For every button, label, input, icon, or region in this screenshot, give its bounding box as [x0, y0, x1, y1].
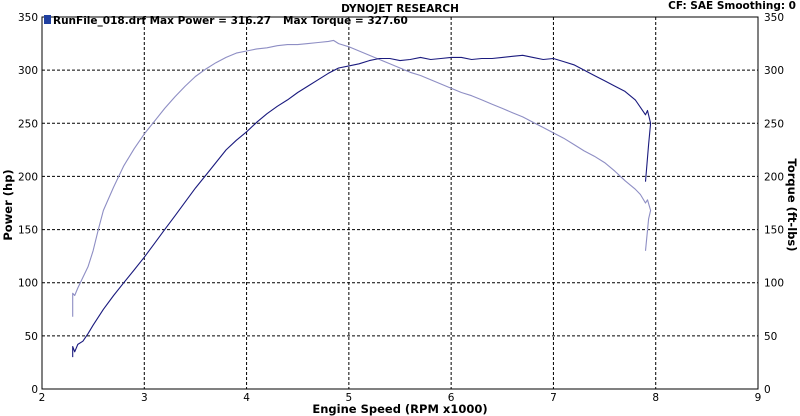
- x-tick-label: 6: [448, 392, 455, 404]
- y-axis-label-left: Power (hp): [1, 169, 15, 240]
- chart-title: DYNOJET RESEARCH: [341, 3, 459, 15]
- y-tick-label-left: 0: [31, 384, 38, 396]
- x-axis-label: Engine Speed (RPM x1000): [312, 402, 487, 416]
- series-lines: [72, 39, 652, 358]
- y-tick-label-left: 150: [18, 225, 38, 237]
- y-tick-label-right: 0: [764, 384, 771, 396]
- grid-lines: [42, 17, 758, 389]
- y-tick-label-right: 250: [764, 118, 784, 130]
- power-series-line: [72, 54, 652, 358]
- y-tick-label-right: 100: [764, 278, 784, 290]
- torque-series-line: [72, 39, 652, 317]
- y-tick-label-right: 50: [764, 331, 777, 343]
- y-tick-label-left: 350: [18, 12, 38, 24]
- y-tick-label-right: 300: [764, 65, 784, 77]
- y-tick-label-right: 350: [764, 12, 784, 24]
- x-tick-label: 4: [243, 392, 250, 404]
- legend-run-label: RunFile_018.drf Max Power = 316.27: [53, 15, 271, 27]
- x-tick-label: 3: [141, 392, 148, 404]
- y-tick-label-left: 100: [18, 278, 38, 290]
- x-tick-label: 5: [346, 392, 353, 404]
- legend-max-torque-label: Max Torque = 327.60: [283, 15, 408, 27]
- y-axis-label-right: Torque (ft-lbs): [785, 159, 799, 252]
- y-tick-label-right: 150: [764, 225, 784, 237]
- x-tick-label: 8: [652, 392, 659, 404]
- y-tick-label-right: 200: [764, 171, 784, 183]
- x-tick-label: 2: [39, 392, 46, 404]
- plot-frame: [41, 16, 759, 390]
- legend-swatch-icon: [44, 15, 51, 24]
- y-tick-label-left: 200: [18, 171, 38, 183]
- x-tick-label: 7: [550, 392, 557, 404]
- y-tick-label-left: 250: [18, 118, 38, 130]
- x-tick-label: 9: [755, 392, 762, 404]
- y-tick-label-left: 300: [18, 65, 38, 77]
- y-tick-label-left: 50: [25, 331, 38, 343]
- settings-label: CF: SAE Smoothing: 0: [668, 0, 796, 12]
